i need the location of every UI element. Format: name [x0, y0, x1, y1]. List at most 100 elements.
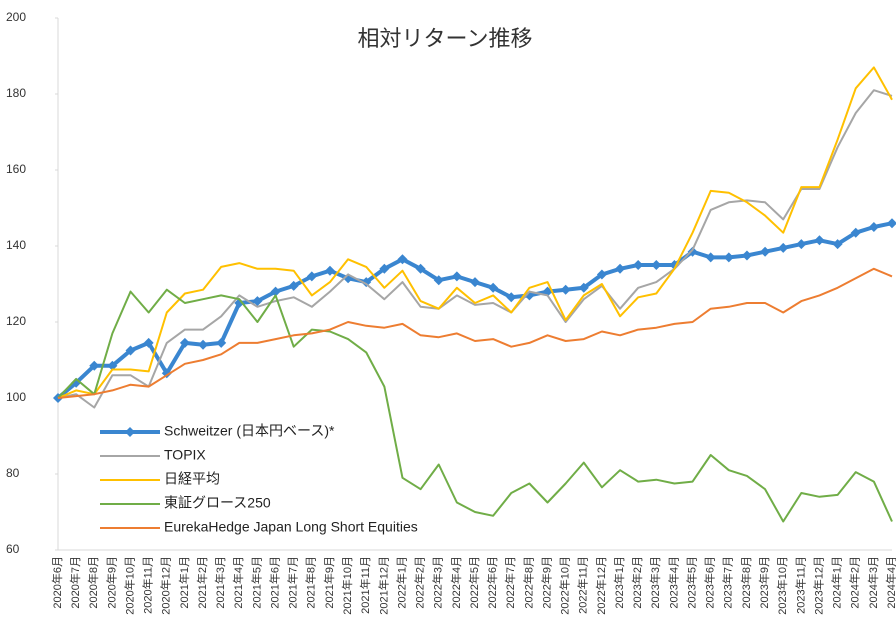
chart-title: 相対リターン推移: [358, 26, 533, 51]
y-tick-label: 100: [6, 390, 26, 404]
marker: [397, 254, 408, 265]
x-tick-label: 2021年1月: [177, 556, 191, 609]
x-tick-label: 2022年3月: [431, 556, 445, 609]
x-tick-label: 2024年3月: [866, 556, 880, 609]
x-tick-label: 2021年3月: [213, 556, 227, 609]
legend-label: 日経平均: [164, 471, 220, 487]
x-tick-label: 2022年9月: [539, 556, 553, 609]
marker: [868, 222, 879, 232]
series-line: [57, 89, 893, 409]
x-tick-label: 2023年6月: [703, 556, 717, 609]
x-tick-label: 2024年2月: [848, 556, 862, 609]
y-tick-label: 60: [6, 542, 20, 556]
marker: [760, 246, 771, 257]
marker: [125, 345, 136, 356]
marker: [741, 250, 752, 261]
x-tick-label: 2023年12月: [811, 556, 825, 615]
marker: [89, 360, 100, 371]
marker: [796, 239, 807, 250]
y-tick-label: 80: [6, 466, 20, 480]
marker: [488, 282, 499, 293]
series-line: [57, 66, 893, 399]
x-tick-label: 2020年7月: [68, 556, 82, 609]
x-tick-label: 2020年12月: [159, 556, 173, 615]
marker: [107, 360, 118, 371]
x-tick-label: 2021年6月: [267, 556, 281, 609]
x-tick-label: 2024年1月: [830, 556, 844, 609]
marker: [850, 227, 861, 238]
marker: [143, 337, 154, 348]
x-tick-label: 2022年11月: [576, 556, 590, 614]
marker: [723, 252, 734, 263]
marker: [578, 282, 589, 293]
x-tick-label: 2021年8月: [304, 556, 318, 609]
legend-label: Schweitzer (日本円ベース)*: [164, 423, 335, 439]
marker: [324, 265, 335, 276]
marker: [198, 339, 209, 350]
x-tick-label: 2023年3月: [648, 556, 662, 609]
x-tick-label: 2022年12月: [594, 556, 608, 615]
x-tick-label: 2021年10月: [340, 556, 354, 615]
x-tick-label: 2022年5月: [467, 556, 481, 609]
marker: [288, 280, 299, 291]
x-tick-label: 2022年1月: [394, 556, 408, 609]
legend-label: EurekaHedge Japan Long Short Equities: [164, 519, 418, 535]
marker: [506, 292, 517, 303]
legend-label: 東証グロース250: [164, 495, 271, 511]
x-tick-label: 2021年9月: [322, 556, 336, 609]
marker: [234, 298, 245, 308]
x-tick-label: 2023年8月: [739, 556, 753, 609]
marker: [705, 252, 716, 263]
marker: [615, 263, 626, 274]
legend-label: TOPIX: [164, 447, 206, 463]
marker: [470, 277, 480, 288]
x-tick-label: 2023年10月: [775, 556, 789, 615]
x-tick-label: 2022年7月: [503, 556, 517, 609]
series-line: [57, 267, 893, 399]
legend-marker: [125, 427, 135, 437]
x-tick-label: 2023年7月: [721, 556, 735, 609]
marker: [451, 271, 462, 282]
marker: [306, 271, 317, 282]
y-tick-label: 180: [6, 86, 26, 100]
marker: [179, 337, 190, 348]
x-tick-label: 2023年11月: [793, 556, 807, 614]
marker: [415, 263, 426, 274]
x-tick-label: 2021年12月: [376, 556, 390, 615]
x-tick-label: 2022年4月: [449, 556, 463, 609]
marker: [270, 286, 281, 297]
marker: [433, 275, 444, 286]
marker: [216, 337, 227, 348]
x-tick-label: 2020年8月: [86, 556, 100, 609]
marker: [778, 242, 789, 253]
x-tick-label: 2021年4月: [231, 556, 245, 609]
y-tick-label: 140: [6, 238, 26, 252]
marker: [832, 239, 843, 250]
y-tick-label: 120: [6, 314, 26, 328]
x-tick-label: 2024年4月: [884, 556, 896, 609]
y-tick-label: 160: [6, 162, 26, 176]
x-tick-label: 2022年8月: [521, 556, 535, 609]
x-tick-label: 2021年2月: [195, 556, 209, 609]
marker: [379, 263, 390, 274]
marker: [560, 284, 571, 295]
x-tick-label: 2020年6月: [50, 556, 64, 609]
x-tick-label: 2023年2月: [630, 556, 644, 609]
marker: [651, 260, 662, 270]
x-tick-label: 2022年6月: [485, 556, 499, 609]
marker: [887, 218, 896, 229]
marker: [361, 277, 372, 288]
marker: [252, 296, 263, 307]
marker: [814, 235, 825, 246]
y-tick-label: 200: [6, 10, 26, 24]
x-tick-label: 2023年4月: [666, 556, 680, 609]
series-line: [57, 288, 893, 523]
marker: [596, 269, 607, 280]
x-tick-label: 2021年7月: [286, 556, 300, 609]
x-tick-label: 2021年11月: [358, 556, 372, 614]
x-tick-label: 2020年10月: [122, 556, 136, 615]
x-tick-label: 2023年9月: [757, 556, 771, 609]
marker: [633, 260, 644, 270]
marker: [687, 246, 698, 257]
